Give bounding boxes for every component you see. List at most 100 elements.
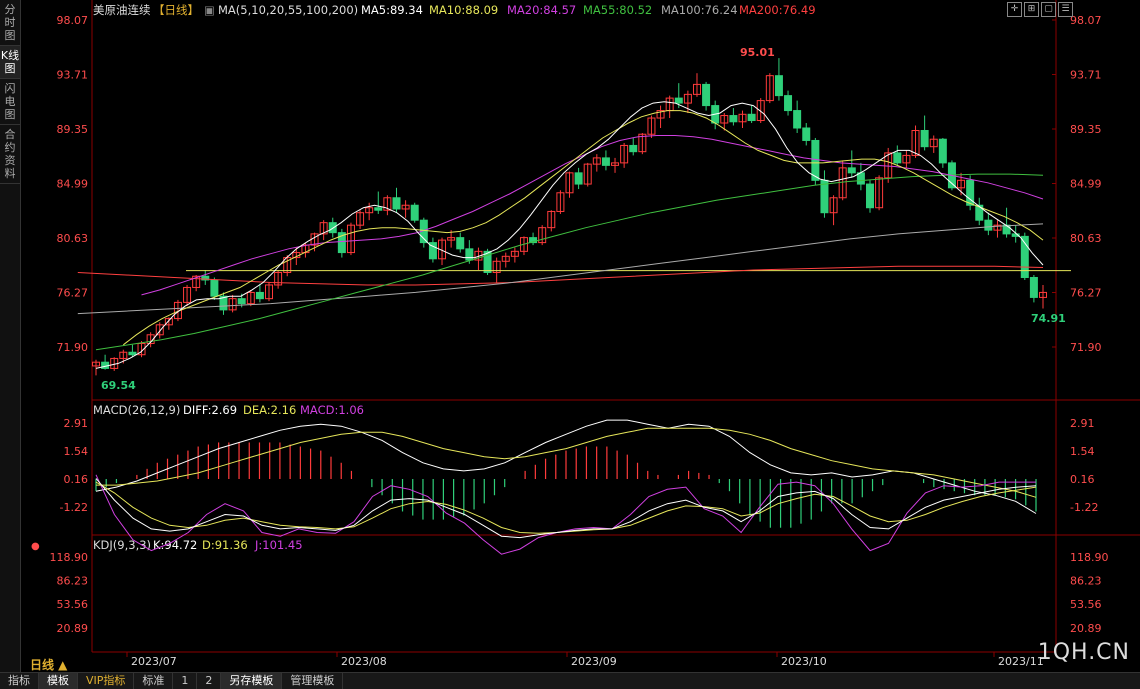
candle-body — [820, 179, 829, 214]
macd-label: MACD(26,12,9) — [93, 403, 180, 417]
tab-kline[interactable]: K线图 — [0, 46, 20, 79]
candle-body — [638, 133, 647, 153]
candle-body — [137, 343, 146, 356]
ma100-line — [77, 223, 1044, 315]
price-label-left: 76.27 — [57, 287, 89, 300]
candle-body — [319, 222, 328, 235]
candle-body — [538, 227, 547, 244]
candle-body — [774, 75, 783, 97]
macd-axis-right: -1.22 — [1070, 501, 1098, 514]
macd-axis-left: 1.54 — [64, 445, 89, 458]
price-label-right: 89.35 — [1070, 123, 1102, 136]
price-label-left: 98.07 — [57, 14, 89, 27]
price-label-right: 76.27 — [1070, 287, 1102, 300]
kdj-axis-left: 53.56 — [57, 598, 89, 611]
candle-body — [565, 172, 574, 194]
candle-body — [346, 224, 355, 254]
candle-body — [1029, 276, 1038, 298]
candle-body — [984, 219, 993, 231]
candle-body — [119, 351, 128, 359]
candle-body — [128, 351, 137, 356]
header-text-2: ▣ — [204, 3, 215, 17]
price-label-right: 98.07 — [1070, 14, 1102, 27]
candle-body — [246, 291, 255, 305]
manage-templates-button[interactable]: 管理模板 — [282, 673, 344, 689]
candle-body — [456, 237, 465, 250]
kdj-k: K:94.72 — [153, 538, 197, 552]
candle-body — [501, 255, 510, 262]
candle-body — [465, 248, 474, 261]
candle-body — [1039, 291, 1047, 298]
candle-body — [865, 183, 874, 209]
macd-diff: DIFF:2.69 — [183, 403, 237, 417]
period-selector[interactable]: 日线 ▲ — [30, 658, 68, 672]
tab-contract-info[interactable]: 合约资料 — [0, 125, 20, 184]
tab-slot-2[interactable]: 2 — [197, 673, 222, 689]
candle-body — [847, 167, 856, 174]
header-text-7: MA55:80.52 — [583, 3, 652, 17]
kdj-k-line — [95, 478, 1037, 539]
kdj-axis-right: 86.23 — [1070, 575, 1102, 588]
ma200-line — [77, 265, 1044, 286]
candle-body — [492, 260, 501, 274]
candle-body — [92, 361, 100, 367]
candle-body — [920, 129, 929, 148]
candle-body — [365, 207, 374, 214]
header-text-8: MA100:76.24 — [661, 3, 738, 17]
candle-body — [829, 197, 838, 214]
candle-body — [1020, 235, 1029, 278]
candle-body — [802, 127, 811, 141]
candle-body — [756, 100, 765, 122]
tab-timeshare[interactable]: 分时图 — [0, 0, 20, 46]
window-icon[interactable]: ▢ — [1041, 2, 1056, 17]
candle-body — [392, 197, 401, 210]
price-label-left: 84.99 — [57, 178, 89, 191]
candle-body — [911, 129, 920, 156]
candle-body — [274, 272, 283, 286]
last-price-label: 74.91 — [1031, 312, 1066, 325]
candle-body — [410, 204, 419, 221]
candle-body — [328, 222, 337, 234]
kdj-axis-left: 86.23 — [57, 575, 89, 588]
date-label: 2023/11 — [998, 655, 1044, 668]
crosshair-icon[interactable]: ✛ — [1007, 2, 1022, 17]
price-label-left: 93.71 — [57, 69, 89, 82]
candle-body — [483, 250, 492, 274]
save-template-button[interactable]: 另存模板 — [221, 673, 283, 689]
candle-body — [620, 144, 629, 164]
tab-indicators[interactable]: 指标 — [0, 673, 39, 689]
candle-body — [447, 237, 456, 241]
candle-body — [993, 224, 1002, 231]
tab-flash[interactable]: 闪电图 — [0, 79, 20, 125]
chart-area[interactable]: 美原油连续 【日线】 ▣ MA(5,10,20,55,100,200) MA5:89.3… — [21, 0, 1140, 672]
candle-body — [592, 157, 601, 165]
macd-dea: DEA:2.16 — [243, 403, 296, 417]
candle-body — [228, 298, 237, 311]
candle-body — [765, 75, 774, 102]
candle-body — [438, 239, 447, 260]
candle-body — [574, 172, 583, 185]
candle-body — [929, 138, 938, 148]
candle-body — [902, 154, 911, 164]
kdj-axis-left: 20.89 — [57, 622, 89, 635]
tab-vip-indicators[interactable]: VIP指标 — [78, 673, 135, 689]
tab-slot-1[interactable]: 1 — [173, 673, 198, 689]
ma5-line — [95, 101, 1044, 369]
header-text-0: 美原油连续 — [93, 3, 151, 17]
kdj-axis-left: 118.90 — [50, 551, 89, 564]
candle-body — [374, 207, 383, 211]
ma55-line — [95, 173, 1044, 351]
candle-body — [647, 117, 656, 135]
macd-axis-left: -1.22 — [60, 501, 88, 514]
tab-standard[interactable]: 标准 — [134, 673, 174, 689]
zoom-icon[interactable]: ⊞ — [1024, 2, 1039, 17]
header-text-4: MA5:89.34 — [361, 3, 423, 17]
date-label: 2023/10 — [781, 655, 827, 668]
candle-body — [265, 284, 274, 300]
date-label: 2023/09 — [571, 655, 617, 668]
candle-body — [583, 163, 592, 185]
candle-body — [183, 286, 192, 303]
tab-templates[interactable]: 模板 — [39, 673, 78, 689]
more-icon[interactable]: ☰ — [1058, 2, 1073, 17]
price-label-right: 93.71 — [1070, 69, 1102, 82]
